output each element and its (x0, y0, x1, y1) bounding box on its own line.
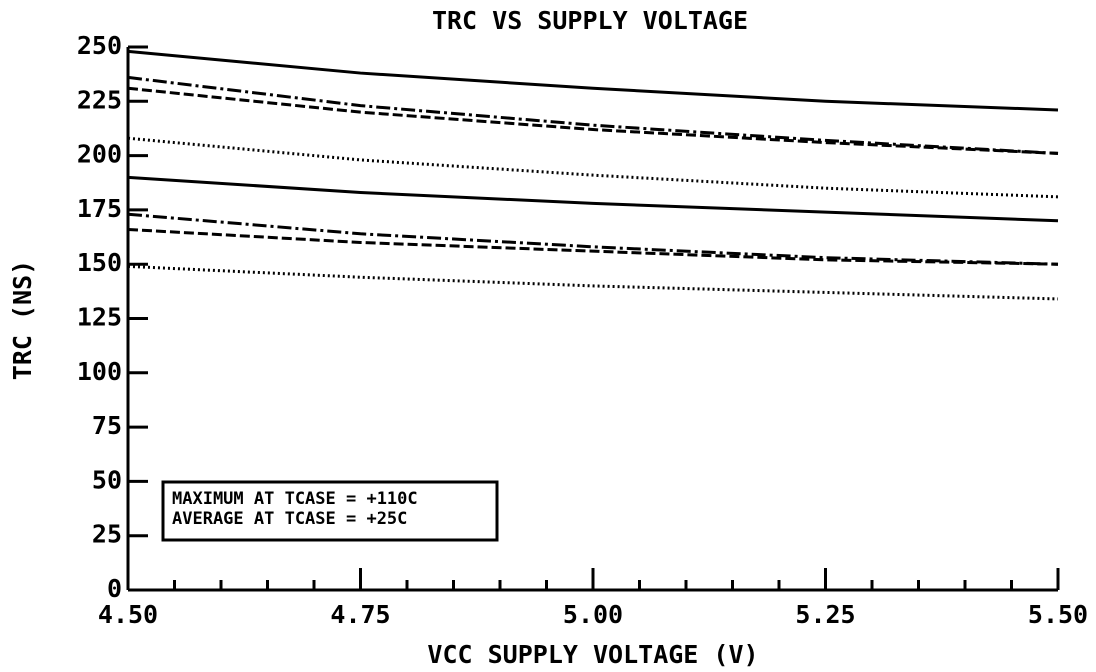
y-tick-label: 50 (92, 465, 122, 494)
annotation: MAXIMUM AT TCASE = +110C (172, 489, 418, 509)
x-tick-label: 4.50 (98, 600, 158, 629)
y-tick-label: 100 (77, 357, 122, 386)
series-line (127, 136, 1059, 199)
y-tick-label: 150 (77, 248, 122, 277)
y-tick-label: 25 (92, 520, 122, 549)
x-tick-label: 4.75 (330, 600, 390, 629)
x-tick-label: 5.00 (563, 600, 623, 629)
legend-box (161, 480, 499, 542)
series-line (127, 49, 1059, 112)
y-tick-label: 200 (77, 140, 122, 169)
y-tick-label: 225 (77, 85, 122, 114)
y-tick-label: 75 (92, 411, 122, 440)
chart-title: TRC VS SUPPLY VOLTAGE (432, 6, 748, 35)
y-axis-label: TRC (NS) (8, 260, 37, 380)
x-tick-label: 5.50 (1028, 600, 1088, 629)
y-tick-label: 175 (77, 194, 122, 223)
series-line (127, 175, 1059, 223)
series-line (127, 264, 1059, 301)
x-axis-label: VCC SUPPLY VOLTAGE (V) (427, 640, 758, 669)
series-line (127, 86, 1059, 155)
x-tick-label: 5.25 (795, 600, 855, 629)
y-tick-label: 0 (107, 574, 122, 603)
series-line (127, 227, 1059, 266)
y-tick-label: 125 (77, 303, 122, 332)
y-tick-label: 250 (77, 31, 122, 60)
annotation: AVERAGE AT TCASE = +25C (172, 509, 407, 529)
series-line (127, 212, 1059, 266)
